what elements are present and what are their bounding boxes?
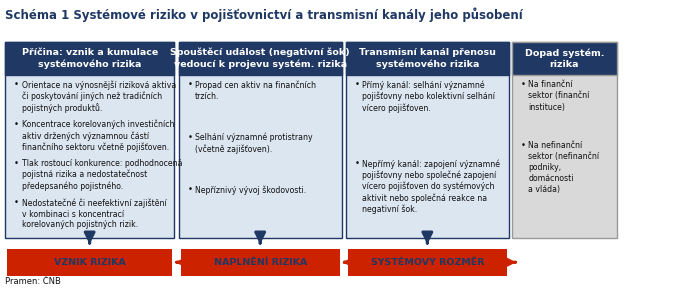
Text: Přímý kanál: selhání významné
pojišťovny nebo kolektivní selhání
vícero pojišťov: Přímý kanál: selhání významné pojišťovny… bbox=[362, 80, 495, 113]
Text: SYSTÉMOVÝ ROZMĚR: SYSTÉMOVÝ ROZMĚR bbox=[371, 258, 484, 267]
Text: •: • bbox=[521, 141, 526, 150]
Text: Nepřímý kanál: zapojení významné
pojišťovny nebo společné zapojení
vícero pojišť: Nepřímý kanál: zapojení významné pojišťo… bbox=[362, 159, 500, 214]
Text: •: • bbox=[187, 80, 192, 89]
Bar bbox=[512, 42, 617, 75]
Text: Schéma 1 Systémové riziko v pojišťovnictví a transmisní kanály jeho působení: Schéma 1 Systémové riziko v pojišťovnict… bbox=[5, 7, 523, 22]
Text: •: • bbox=[14, 120, 19, 129]
Bar bbox=[5, 42, 174, 75]
Text: •: • bbox=[355, 80, 359, 89]
Text: •: • bbox=[14, 80, 19, 89]
Text: Selhání významné protistrany
(včetně zajišťoven).: Selhání významné protistrany (včetně zaj… bbox=[195, 133, 313, 154]
Text: Spouštěcí událost (negativní šok)
vedoucí k projevu systém. rizika: Spouštěcí událost (negativní šok) vedouc… bbox=[171, 48, 350, 69]
Bar bbox=[179, 42, 342, 75]
Text: Na nefinanční
sektor (nefinanční
podniky,
domácnosti
a vláda): Na nefinanční sektor (nefinanční podniky… bbox=[528, 141, 600, 194]
Text: Nepříznivý vývoj škodovosti.: Nepříznivý vývoj škodovosti. bbox=[195, 185, 306, 195]
Text: Nedostatečné či neefektivní zajištění
v kombinaci s koncentrací
korelovaných poj: Nedostatečné či neefektivní zajištění v … bbox=[22, 199, 166, 229]
Text: NAPLNĚNÍ RIZIKA: NAPLNĚNÍ RIZIKA bbox=[214, 258, 307, 267]
Text: Na finanční
sektor (finanční
instituce): Na finanční sektor (finanční instituce) bbox=[528, 80, 590, 112]
Text: Příčina: vznik a kumulace
systémového rizika: Příčina: vznik a kumulace systémového ri… bbox=[22, 48, 158, 69]
Text: •: • bbox=[187, 185, 192, 194]
Text: •: • bbox=[14, 199, 19, 208]
Bar bbox=[179, 42, 342, 238]
Text: Propad cen aktiv na finančních
trzích.: Propad cen aktiv na finančních trzích. bbox=[195, 80, 316, 101]
Text: •: • bbox=[355, 159, 359, 168]
Bar bbox=[181, 249, 340, 276]
Bar bbox=[512, 42, 617, 238]
Text: •: • bbox=[14, 159, 19, 168]
Bar bbox=[346, 42, 509, 75]
Bar bbox=[7, 249, 172, 276]
Text: Koncentrace korelovaných investičních
aktiv držených významnou částí
finančního : Koncentrace korelovaných investičních ak… bbox=[22, 120, 174, 152]
Text: Dopad systém.
rizika: Dopad systém. rizika bbox=[525, 48, 604, 69]
Text: Transmisní kanál přenosu
systémového rizika: Transmisní kanál přenosu systémového riz… bbox=[359, 48, 496, 69]
Text: •: • bbox=[187, 133, 192, 142]
Bar bbox=[346, 42, 509, 238]
Text: Orientace na výnosnější riziková aktiva
či poskytování jiných než tradičních
poj: Orientace na výnosnější riziková aktiva … bbox=[22, 80, 176, 113]
Text: Pramen: ČNB: Pramen: ČNB bbox=[5, 277, 61, 286]
Text: •: • bbox=[521, 80, 526, 89]
Bar bbox=[348, 249, 507, 276]
Text: VZNIK RIZIKA: VZNIK RIZIKA bbox=[54, 258, 125, 267]
Bar bbox=[5, 42, 174, 238]
Text: Tlak rostoucí konkurence: podhodnocená
pojistná rizika a nedostatečnost
předepsa: Tlak rostoucí konkurence: podhodnocená p… bbox=[22, 159, 182, 191]
